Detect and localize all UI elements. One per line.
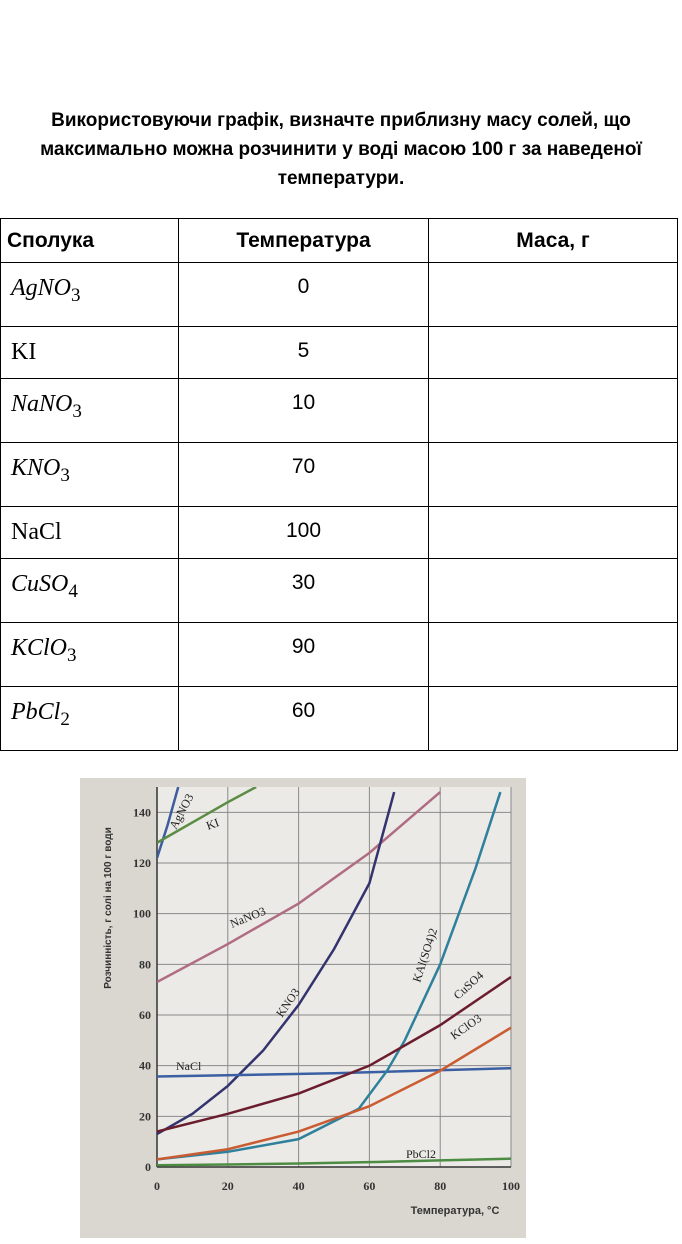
curve-label: KI (204, 815, 221, 832)
table-row: KI 5 (0, 326, 678, 379)
curve (157, 975, 511, 1133)
table-row: NaNO3 10 (0, 378, 678, 443)
header-cell: Сполука (0, 218, 179, 263)
x-tick-label: 20 (222, 1179, 234, 1193)
compound: PbCl (11, 699, 61, 725)
curve (157, 1026, 511, 1161)
temperature-cell: 5 (178, 326, 429, 379)
temperature-cell: 100 (178, 506, 429, 559)
y-tick-label: 120 (133, 856, 151, 870)
y-axis-label: Розчинність, г солі на 100 г води (103, 827, 114, 989)
compound-subscript: 3 (71, 284, 81, 306)
temperature-cell: 30 (178, 558, 429, 623)
x-tick-label: 40 (293, 1179, 305, 1193)
x-tick-label: 60 (363, 1179, 375, 1193)
y-tick-label: 0 (145, 1160, 151, 1174)
temperature-cell: 0 (178, 262, 429, 327)
mass-cell (428, 622, 678, 687)
temperature-cell: 90 (178, 622, 429, 687)
curve (157, 787, 180, 859)
mass-cell (428, 506, 678, 559)
mass-cell (428, 558, 678, 623)
compound-subscript: 3 (72, 400, 82, 422)
header-row: Сполука Температура Маса, г (0, 218, 678, 263)
table-body: AgNO3 0 KI 5 NaNO3 10 KNO3 70 NaCl 100 CuSO4 30 KClO… (0, 262, 678, 751)
compound-cell: CuSO4 (0, 558, 179, 623)
y-tick-label: 20 (139, 1109, 151, 1123)
compound: NaNO (11, 391, 73, 417)
y-tick-label: 80 (139, 957, 151, 971)
curve (157, 791, 502, 1161)
x-tick-label: 0 (154, 1179, 160, 1193)
compound-cell: PbCl2 (0, 686, 179, 751)
mass-cell (428, 686, 678, 751)
y-tick-label: 40 (139, 1059, 151, 1073)
curve (157, 791, 396, 1136)
y-tick-label: 100 (133, 907, 151, 921)
curve (157, 787, 257, 844)
compound: CuSO (11, 571, 69, 597)
compound: AgNO (11, 275, 71, 301)
x-tick-label: 100 (502, 1179, 520, 1193)
compound-cell: KNO3 (0, 442, 179, 507)
table-row: KNO3 70 (0, 442, 678, 507)
compound-cell: AgNO3 (0, 262, 179, 327)
compound-subscript: 3 (60, 464, 70, 486)
header-cell: Температура (178, 218, 429, 263)
compound-subscript: 3 (67, 644, 77, 666)
compound-cell: NaNO3 (0, 378, 179, 443)
table-row: KClO3 90 (0, 622, 678, 687)
compound: KClO (11, 635, 68, 661)
compound: NaCl (11, 519, 62, 545)
mass-cell (428, 326, 678, 379)
chart: 0 20 40 60 80 100 0 20 40 60 80 100 120 140 Температур… (80, 778, 526, 1238)
x-tick-label: 80 (434, 1179, 446, 1193)
temperature-cell: 10 (178, 378, 429, 443)
x-axis-label: Температура, °С (411, 1205, 500, 1217)
compound-cell: NaCl (0, 506, 179, 559)
compound-subscript: 4 (68, 580, 78, 602)
table-row: CuSO4 30 (0, 558, 678, 623)
mass-cell (428, 442, 678, 507)
compound: KNO (11, 455, 61, 481)
curve (157, 791, 442, 984)
curve-label: PbCl2 (406, 1147, 436, 1161)
curve (157, 1157, 511, 1167)
y-tick-label: 140 (133, 805, 151, 819)
table-row: NaCl 100 (0, 506, 678, 559)
plot-area (157, 787, 511, 1167)
curve (157, 1066, 511, 1078)
curve-label: NaCl (176, 1059, 202, 1073)
mass-cell (428, 262, 678, 327)
compound: KI (11, 339, 37, 365)
table: Сполука Температура Маса, г AgNO3 0 KI 5 NaN… (0, 218, 678, 751)
question: Використовуючи графік, визначте приблизн… (40, 110, 642, 189)
temperature-cell: 60 (178, 686, 429, 751)
compound-cell: KI (0, 326, 179, 379)
temperature-cell: 70 (178, 442, 429, 507)
table-row: PbCl2 60 (0, 686, 678, 751)
mass-cell (428, 378, 678, 443)
y-tick-label: 60 (139, 1008, 151, 1022)
compound-subscript: 2 (60, 708, 70, 730)
table-row: AgNO3 0 (0, 262, 678, 327)
compound-cell: KClO3 (0, 622, 179, 687)
header-cell: Маса, г (428, 218, 678, 263)
